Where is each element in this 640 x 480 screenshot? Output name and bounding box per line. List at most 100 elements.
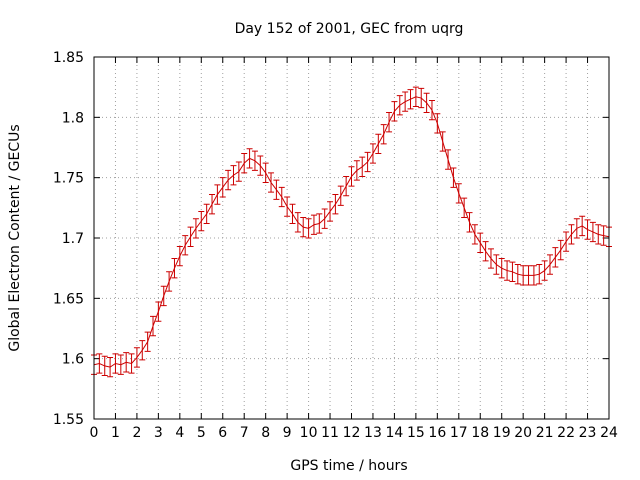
data-point-errorbar [187,226,194,247]
x-tick-label: 7 [240,425,249,441]
x-tick-label: 20 [514,425,532,441]
data-point-errorbar [514,264,521,285]
data-point-errorbar [327,201,334,222]
data-point-errorbar [498,258,505,279]
data-point-errorbar [300,216,307,238]
x-tick-label: 11 [321,425,339,441]
y-tick-label: 1.7 [62,231,84,247]
data-point-errorbar [477,232,484,253]
data-point-errorbar [563,231,570,252]
data-point-errorbar [434,113,441,134]
data-point-errorbar [487,248,494,269]
x-tick-label: 15 [407,425,425,441]
data-point-errorbar [520,265,527,286]
data-point-errorbar [600,225,607,246]
data-point-errorbar [402,91,409,112]
data-point-errorbar [246,148,253,169]
data-point-errorbar [96,353,103,374]
data-point-errorbar [182,235,189,256]
data-point-errorbar [225,169,232,191]
x-tick-label: 13 [364,425,382,441]
data-point-errorbar [579,215,586,237]
plot-frame [93,56,610,420]
x-axis-title: GPS time / hours [290,458,407,474]
data-point-errorbar [455,183,462,204]
y-tick-label: 1.65 [53,291,84,307]
data-point-errorbar [150,315,157,337]
x-tick-label: 5 [197,425,206,441]
data-point-errorbar [407,89,414,110]
data-point-errorbar [552,247,559,268]
data-point-errorbar [107,356,114,378]
x-tick-label: 18 [471,425,489,441]
x-tick-label: 9 [283,425,292,441]
data-point-errorbar [176,245,183,267]
data-point-errorbar [584,219,591,240]
data-point-errorbar [343,175,350,197]
data-point-errorbar [348,166,355,187]
data-point-errorbar [310,214,317,235]
chart-title: Day 152 of 2001, GEC from uqrg [235,21,464,37]
data-point-errorbar [230,165,237,186]
data-point-errorbar [155,301,162,322]
data-point-errorbar [192,218,199,239]
data-point-errorbar [235,161,242,182]
data-point-errorbar [364,151,371,173]
data-point-errorbar [219,177,226,198]
data-point-errorbar [504,260,511,281]
data-point-errorbar [241,153,248,174]
data-point-errorbar [541,260,548,281]
data-point-errorbar [428,99,435,121]
data-point-errorbar [262,162,269,183]
data-point-errorbar [257,155,264,176]
data-point-errorbar [530,265,537,286]
data-point-errorbar [445,149,452,170]
data-point-errorbar [278,186,285,208]
data-point-errorbar [160,285,167,307]
x-tick-label: 10 [300,425,318,441]
data-point-errorbar [133,347,140,368]
y-tick-label: 1.8 [62,110,84,126]
axis-ticks: 0 1 2 3 4 5 6 7 8 9 10 11 12 13 14 15 16 17 18 19 20 21 22 23 24… [53,50,618,441]
data-point-errorbar [128,353,135,374]
data-point-errorbar [525,265,532,286]
data-point-errorbar [321,208,328,229]
data-point-errorbar [112,353,119,374]
x-tick-label: 24 [600,425,618,441]
data-point-errorbar [294,212,301,233]
x-tick-label: 12 [343,425,361,441]
data-point-errorbar [546,254,553,275]
data-point-errorbar [412,86,419,107]
data-point-errorbar [391,101,398,122]
data-point-errorbar [439,131,446,152]
x-tick-label: 8 [261,425,270,441]
data-point-errorbar [251,150,258,171]
data-point-errorbar [139,340,146,361]
data-point-errorbar [198,210,205,232]
y-tick-label: 1.85 [53,50,84,66]
data-point-errorbar [316,213,323,234]
data-point-errorbar [482,241,489,262]
y-tick-label: 1.75 [53,171,84,187]
x-tick-label: 2 [132,425,141,441]
data-point-errorbar [461,197,468,218]
data-point-errorbar [101,355,108,377]
data-point-errorbar [423,92,430,114]
x-tick-label: 21 [536,425,554,441]
data-point-errorbar [144,331,151,352]
x-tick-label: 23 [579,425,597,441]
x-tick-label: 17 [450,425,468,441]
data-point-errorbar [369,143,376,164]
y-tick-label: 1.55 [53,412,84,428]
x-tick-label: 0 [90,425,99,441]
data-point-errorbar [209,194,216,215]
data-point-errorbar [568,224,575,245]
x-tick-label: 19 [493,425,511,441]
data-point-errorbar [573,218,580,239]
data-point-errorbar [332,194,339,215]
x-tick-label: 4 [175,425,184,441]
x-tick-label: 1 [111,425,120,441]
data-point-errorbar [284,196,291,217]
data-point-errorbar [450,167,457,188]
